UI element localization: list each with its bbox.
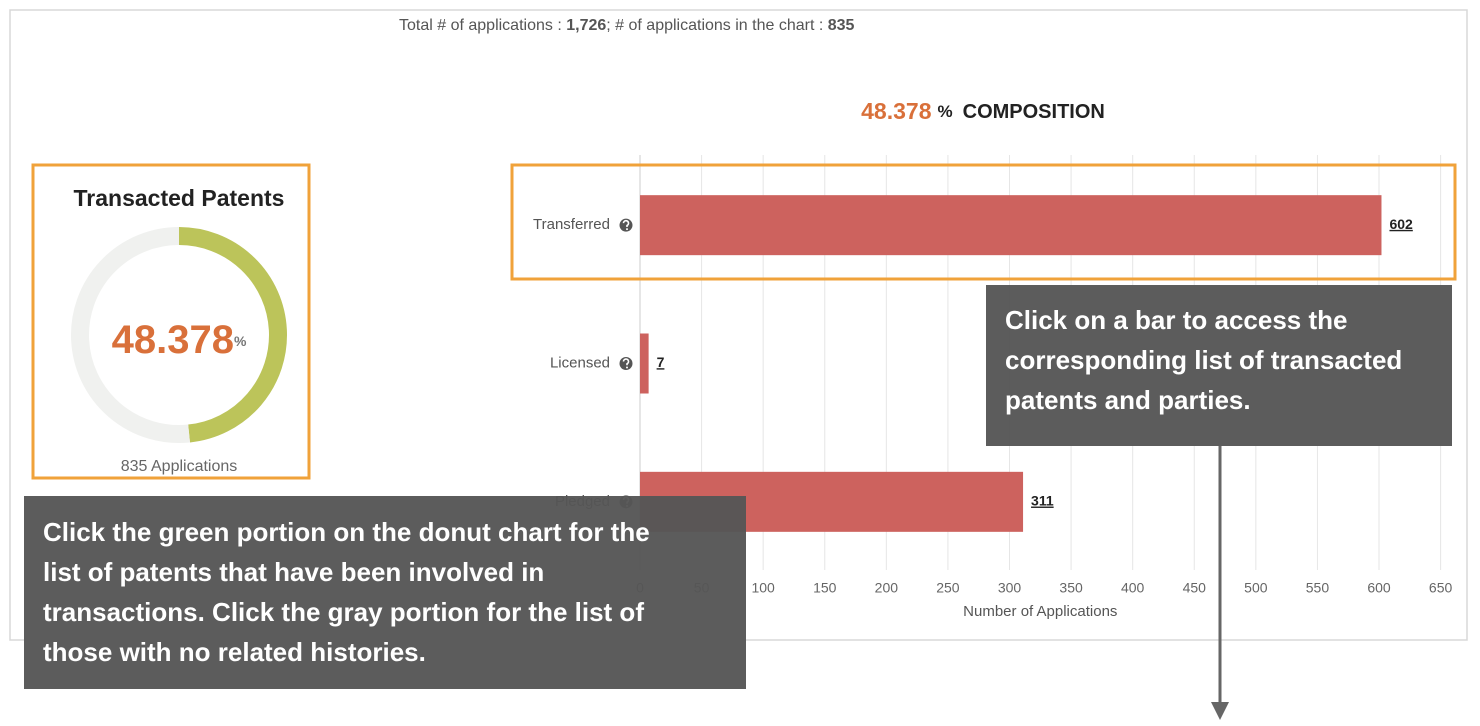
center-unit: % — [234, 333, 247, 349]
annotation-text: Click the green portion on the donut cha… — [43, 517, 650, 547]
y-tick-label: Licensed — [550, 354, 610, 371]
bar[interactable] — [640, 333, 649, 394]
x-tick-label: 450 — [1183, 580, 1207, 596]
x-tick-label: 100 — [751, 580, 775, 596]
x-tick-label: 600 — [1367, 580, 1391, 596]
help-icon-mark — [622, 219, 630, 227]
help-icon — [619, 218, 633, 232]
highlight-box — [510, 163, 1457, 281]
charts: 48.378%050100150200250300350400450500550… — [71, 155, 1453, 620]
annotation-box — [24, 496, 746, 689]
x-axis-label: Number of Applications — [963, 603, 1117, 620]
help-icon-dot — [626, 366, 628, 369]
annotation-text: patents and parties. — [1005, 385, 1251, 415]
donut-caption: 835 Applications — [121, 458, 238, 475]
annotations: Click on a bar to access the correspondin… — [24, 285, 1452, 689]
help-icon-mark — [622, 358, 630, 366]
arrow-head — [1211, 702, 1229, 720]
x-tick-label: 550 — [1306, 580, 1330, 596]
annotation-text: those with no related histories. — [43, 637, 426, 667]
header-in-chart: 835 — [828, 17, 855, 34]
donut-center: 48.378% — [112, 318, 247, 362]
header-text: ; # of applications in the chart : — [606, 17, 827, 34]
y-tick-label: Transferred — [533, 216, 610, 233]
title-unit: % — [938, 102, 953, 121]
x-tick-label: 300 — [998, 580, 1022, 596]
annotation-text: list of patents that have been involved … — [43, 557, 544, 587]
header-summary: Total # of applications : 1,726; # of ap… — [399, 17, 855, 34]
x-tick-label: 350 — [1059, 580, 1083, 596]
help-icon-dot — [626, 228, 628, 231]
x-tick-label: 650 — [1429, 580, 1453, 596]
annotation-text: Click on a bar to access the — [1005, 305, 1347, 335]
bar-value-label: 602 — [1389, 216, 1413, 232]
donut-slice[interactable] — [71, 227, 190, 443]
x-tick-label: 150 — [813, 580, 837, 596]
annotation-text: corresponding list of transacted — [1005, 345, 1402, 375]
help-icon — [619, 357, 633, 370]
x-tick-label: 200 — [875, 580, 899, 596]
x-tick-label: 250 — [936, 580, 960, 596]
header-text: Total # of applications : — [399, 17, 566, 34]
bar-value-label: 7 — [657, 354, 665, 370]
annotation-box — [986, 285, 1452, 446]
donut-title: Transacted Patents — [74, 185, 285, 211]
header-total: 1,726 — [566, 17, 606, 34]
donut-slice[interactable] — [178, 227, 287, 443]
x-tick-label: 400 — [1121, 580, 1145, 596]
bar-value-label: 311 — [1031, 493, 1054, 509]
bar-title: 48.378% COMPOSITION — [861, 98, 1105, 124]
title-text: COMPOSITION — [963, 101, 1105, 123]
x-tick-label: 500 — [1244, 580, 1268, 596]
bar[interactable] — [640, 195, 1382, 256]
center-value: 48.378 — [112, 318, 234, 362]
highlight-box — [31, 163, 311, 480]
title-value: 48.378 — [861, 98, 932, 124]
annotation-text: transactions. Click the gray portion for… — [43, 597, 644, 627]
